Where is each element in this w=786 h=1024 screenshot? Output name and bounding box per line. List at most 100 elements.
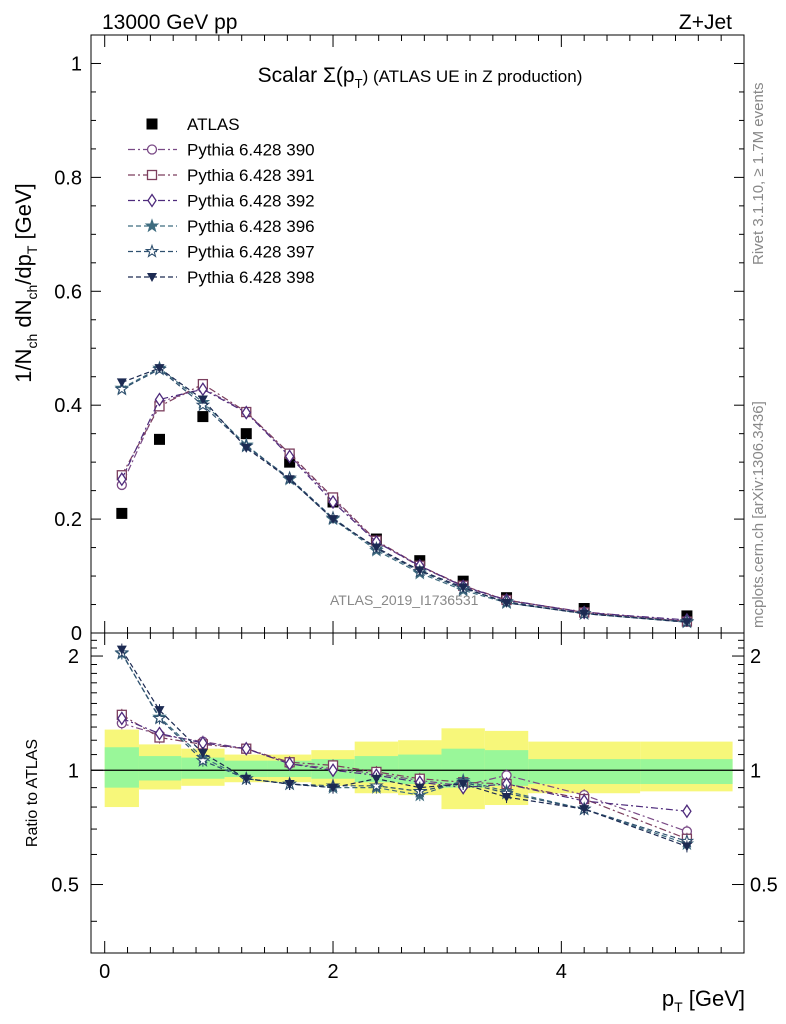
data-point-pythia-6-428-398-9 xyxy=(501,598,512,608)
legend: ATLAS Pythia 6.428 390 Pythia 6.428 391 Pyt… xyxy=(128,115,315,287)
ratio-point-pythia-6-428-398-2 xyxy=(197,749,208,759)
ratio-point-pythia-6-428-397-1 xyxy=(152,710,167,725)
main-y-tick-label: 0 xyxy=(71,623,82,645)
ratio-y-axis-label: Ratio to ATLAS xyxy=(24,739,41,847)
data-point-pythia-6-428-398-11 xyxy=(681,618,692,628)
band-inner-1 xyxy=(138,756,182,781)
series-line-pythia-6-428-398 xyxy=(121,367,687,623)
series-line-pythia-6-428-391 xyxy=(121,383,687,623)
band-inner-0 xyxy=(104,747,139,788)
legend-label-pythia-6-428-397: Pythia 6.428 397 xyxy=(187,243,315,262)
data-point-pythia-6-428-398-1 xyxy=(154,364,165,374)
ratio-y-tick-label-right: 2 xyxy=(750,646,761,668)
main-title-suffix: ) (ATLAS UE in Z production) xyxy=(363,67,583,86)
legend-label-pythia-6-428-390: Pythia 6.428 390 xyxy=(187,141,315,160)
data-point-pythia-6-428-392-1 xyxy=(154,392,165,407)
data-point-pythia-6-428-398-6 xyxy=(371,543,382,553)
main-y-axis-label: 1/Nch dNch/dpT [GeV] xyxy=(11,183,40,383)
data-point-atlas-3 xyxy=(240,428,252,440)
data-point-pythia-6-428-398-7 xyxy=(414,566,425,576)
rivet-label: Rivet 3.1.10, ≥ 1.7M events xyxy=(750,83,767,266)
data-point-pythia-6-428-392-0 xyxy=(117,472,127,487)
ratio-line-pythia-6-428-397 xyxy=(121,652,688,842)
main-title-subscript: T xyxy=(355,76,363,91)
x-axis-label: pT [GeV] xyxy=(662,986,745,1015)
ratio-point-pythia-6-428-392-0 xyxy=(117,711,127,726)
main-data-layer xyxy=(114,360,695,629)
process-label: Z+Jet xyxy=(679,11,732,34)
ratio-point-pythia-6-428-392-4 xyxy=(284,756,295,771)
ratio-data-layer xyxy=(114,643,695,853)
series-line-pythia-6-428-390 xyxy=(121,387,687,622)
data-point-pythia-6-428-392-4 xyxy=(284,449,295,464)
main-y-tick-label: 0.6 xyxy=(54,281,82,303)
main-title-prefix: Scalar Σ(p xyxy=(258,64,355,87)
data-point-pythia-6-428-392-5 xyxy=(328,494,338,510)
legend-marker-pythia-6-428-390 xyxy=(146,144,158,155)
main-title: Scalar Σ(pT) (ATLAS UE in Z production) xyxy=(258,64,583,91)
ratio-point-pythia-6-428-398-7 xyxy=(414,783,425,793)
main-y-tick-label: 0.2 xyxy=(54,509,82,531)
legend-marker-pythia-6-428-397 xyxy=(144,243,160,258)
data-point-pythia-6-428-398-0 xyxy=(116,378,127,388)
ratio-point-pythia-6-428-398-0 xyxy=(116,645,127,655)
ratio-point-pythia-6-428-392-3 xyxy=(241,741,252,756)
ratio-point-pythia-6-428-398-4 xyxy=(284,780,295,790)
ratio-point-pythia-6-428-397-2 xyxy=(195,753,211,767)
data-point-pythia-6-428-398-5 xyxy=(328,515,339,525)
band-inner-11 xyxy=(640,759,733,785)
ratio-axes: 0.5 0.5 1 1 2 2 0 2 4 xyxy=(51,632,778,983)
main-y-tick-label: 1 xyxy=(71,53,82,75)
data-point-pythia-6-428-397-2 xyxy=(195,397,211,412)
legend-marker-pythia-6-428-391 xyxy=(146,169,158,181)
data-point-atlas-1 xyxy=(153,433,165,445)
ratio-y-tick-label: 1 xyxy=(68,760,79,782)
ratio-line-pythia-6-428-398 xyxy=(121,649,688,847)
main-panel: ATLAS_2019_I1736531 0 0.2 0.4 0.6 0.8 1 ATLAS… xyxy=(11,34,745,645)
ratio-point-pythia-6-428-398-3 xyxy=(241,774,252,784)
legend-marker-atlas xyxy=(146,118,158,130)
energy-label: 13000 GeV pp xyxy=(102,11,237,34)
data-point-pythia-6-428-398-4 xyxy=(284,475,295,485)
x-tick-label: 2 xyxy=(327,961,338,983)
ratio-panel: 0.5 0.5 1 1 2 2 0 2 4 Ratio to ATLAS pT [GeV] xyxy=(24,632,778,1015)
data-point-pythia-6-428-392-3 xyxy=(241,405,252,420)
data-point-pythia-6-428-398-3 xyxy=(241,443,252,453)
ratio-point-pythia-6-428-398-8 xyxy=(458,780,469,790)
data-point-atlas-0 xyxy=(116,507,128,519)
series-line-pythia-6-428-392 xyxy=(121,388,687,621)
main-y-tick-label: 0.8 xyxy=(54,167,82,189)
ratio-point-pythia-6-428-398-10 xyxy=(579,805,590,815)
ratio-point-pythia-6-428-392-1 xyxy=(154,726,165,741)
ratio-frame xyxy=(90,632,745,954)
ratio-point-pythia-6-428-398-9 xyxy=(501,793,512,803)
legend-label-atlas: ATLAS xyxy=(187,115,240,134)
series-line-pythia-6-428-396 xyxy=(121,367,687,623)
x-tick-label: 0 xyxy=(99,961,110,983)
data-point-pythia-6-428-398-2 xyxy=(197,395,208,405)
ratio-point-pythia-6-428-397-6 xyxy=(369,778,384,793)
data-point-pythia-6-428-398-8 xyxy=(458,583,469,593)
mcplots-label: mcplots.cern.ch [arXiv:1306.3436] xyxy=(750,401,767,628)
data-point-pythia-6-428-397-0 xyxy=(114,381,130,396)
legend-label-pythia-6-428-396: Pythia 6.428 396 xyxy=(187,217,315,236)
ratio-line-pythia-6-428-396 xyxy=(121,653,688,845)
ratio-line-pythia-6-428-390 xyxy=(121,722,688,832)
legend-marker-pythia-6-428-392 xyxy=(147,193,157,208)
ratio-point-pythia-6-428-398-5 xyxy=(328,783,339,793)
main-y-tick-label: 0.4 xyxy=(54,395,82,417)
legend-label-pythia-6-428-398: Pythia 6.428 398 xyxy=(187,268,315,287)
legend-label-pythia-6-428-391: Pythia 6.428 391 xyxy=(187,166,315,185)
legend-marker-pythia-6-428-396 xyxy=(144,218,160,233)
data-point-pythia-6-428-398-10 xyxy=(579,609,590,619)
watermark: ATLAS_2019_I1736531 xyxy=(330,592,479,608)
legend-label-pythia-6-428-392: Pythia 6.428 392 xyxy=(187,192,315,211)
ratio-y-tick-label-right: 0.5 xyxy=(750,875,778,897)
ratio-y-tick-label: 0.5 xyxy=(51,875,79,897)
ratio-point-pythia-6-428-398-11 xyxy=(681,842,692,852)
x-tick-label: 4 xyxy=(556,961,567,983)
ratio-y-tick-label-right: 1 xyxy=(750,760,761,782)
ratio-line-pythia-6-428-392 xyxy=(121,717,687,812)
band-inner-10 xyxy=(528,759,641,785)
